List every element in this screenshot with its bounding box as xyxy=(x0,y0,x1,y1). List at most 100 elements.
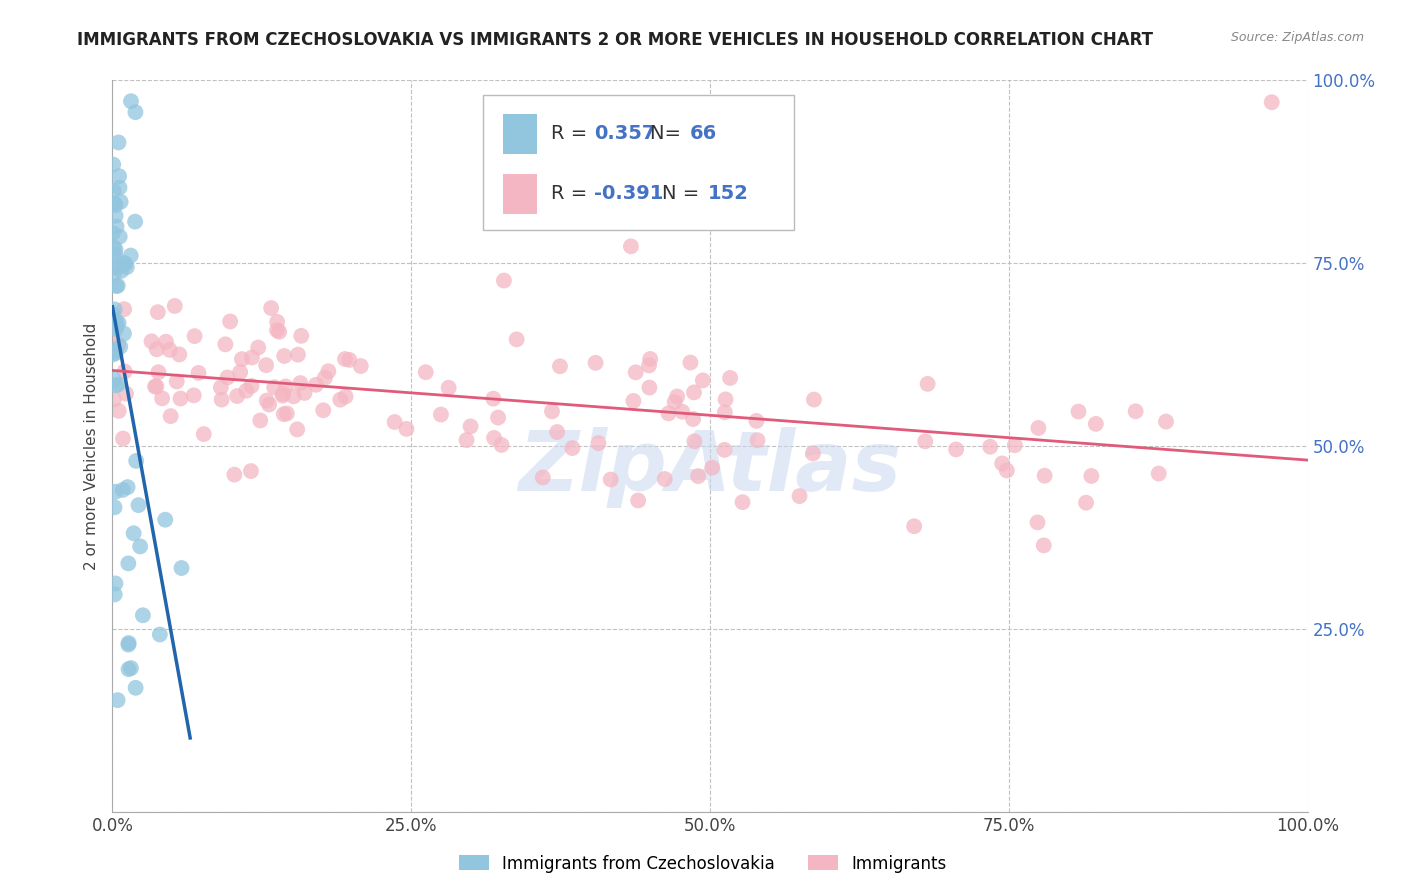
Point xyxy=(1032,538,1054,552)
Point xyxy=(638,380,661,394)
Point xyxy=(620,239,643,253)
Point xyxy=(108,180,131,194)
Point xyxy=(101,226,124,240)
Point xyxy=(104,484,127,499)
Point xyxy=(979,440,1001,454)
Point xyxy=(666,389,689,403)
Point xyxy=(679,355,702,369)
Point xyxy=(115,260,138,274)
Point xyxy=(269,325,291,339)
Point xyxy=(104,198,127,212)
Point xyxy=(664,395,686,409)
Point xyxy=(115,386,138,401)
Point xyxy=(548,359,571,374)
Point xyxy=(110,194,132,209)
Point xyxy=(585,356,607,370)
Point xyxy=(329,392,352,407)
Point xyxy=(273,407,295,421)
Point xyxy=(257,397,280,411)
Text: -0.391: -0.391 xyxy=(595,184,664,203)
Point xyxy=(117,662,139,676)
Point xyxy=(624,365,647,379)
Point xyxy=(107,278,129,293)
Point xyxy=(124,681,146,695)
Point xyxy=(104,242,127,256)
Point xyxy=(143,379,166,393)
Point xyxy=(1026,516,1049,530)
Point xyxy=(283,389,305,403)
Point xyxy=(209,380,232,394)
Point xyxy=(148,365,170,379)
Point xyxy=(731,495,754,509)
Point xyxy=(107,337,129,351)
Point xyxy=(240,351,263,365)
Point xyxy=(803,392,825,407)
Point xyxy=(1125,404,1147,418)
Point xyxy=(112,302,135,317)
Point xyxy=(273,349,295,363)
Point xyxy=(287,348,309,362)
Point xyxy=(995,463,1018,477)
Point xyxy=(105,279,128,293)
Point xyxy=(105,318,128,333)
Point xyxy=(599,473,621,487)
Point xyxy=(111,483,134,497)
Point xyxy=(170,561,193,575)
Point xyxy=(104,587,127,601)
Point xyxy=(1084,417,1107,431)
Point xyxy=(104,346,127,360)
Y-axis label: 2 or more Vehicles in Household: 2 or more Vehicles in Household xyxy=(84,322,100,570)
Point xyxy=(305,377,328,392)
Point xyxy=(155,334,177,349)
Point xyxy=(101,307,124,321)
Point xyxy=(654,472,676,486)
Point xyxy=(145,343,167,357)
Point xyxy=(260,301,283,315)
Text: ZipAtlas: ZipAtlas xyxy=(519,427,901,508)
Point xyxy=(384,415,406,429)
Point xyxy=(103,500,125,515)
Point xyxy=(1261,95,1284,110)
Point xyxy=(125,454,148,468)
Point xyxy=(318,364,340,378)
Point xyxy=(1067,404,1090,418)
Point xyxy=(103,323,125,337)
Text: Source: ZipAtlas.com: Source: ZipAtlas.com xyxy=(1230,31,1364,45)
Point xyxy=(657,406,679,420)
Point xyxy=(120,248,142,262)
Point xyxy=(104,260,127,275)
Point xyxy=(335,390,357,404)
Point xyxy=(914,434,936,449)
Point xyxy=(107,316,129,330)
Point xyxy=(107,693,129,707)
Point xyxy=(437,381,460,395)
Point xyxy=(294,385,316,400)
Point xyxy=(103,196,125,211)
Text: 152: 152 xyxy=(707,184,748,203)
Point xyxy=(290,376,312,390)
Point xyxy=(254,358,277,372)
Point xyxy=(105,322,128,336)
Point xyxy=(271,387,294,401)
Point xyxy=(745,414,768,428)
Point xyxy=(314,370,336,384)
Point xyxy=(149,627,172,641)
Point xyxy=(491,438,513,452)
Point xyxy=(714,405,737,419)
Point xyxy=(239,464,262,478)
Point xyxy=(266,323,288,337)
Point xyxy=(129,540,152,554)
Point xyxy=(240,379,263,393)
Point xyxy=(430,408,453,422)
Point xyxy=(111,432,134,446)
Point xyxy=(256,393,278,408)
Point xyxy=(217,370,239,384)
FancyBboxPatch shape xyxy=(484,95,794,230)
Point xyxy=(623,393,645,408)
Point xyxy=(105,378,128,392)
Point xyxy=(101,347,124,361)
Point xyxy=(101,318,124,332)
Point xyxy=(492,274,515,288)
Point xyxy=(103,267,125,281)
Legend: Immigrants from Czechoslovakia, Immigrants: Immigrants from Czechoslovakia, Immigran… xyxy=(453,848,953,880)
